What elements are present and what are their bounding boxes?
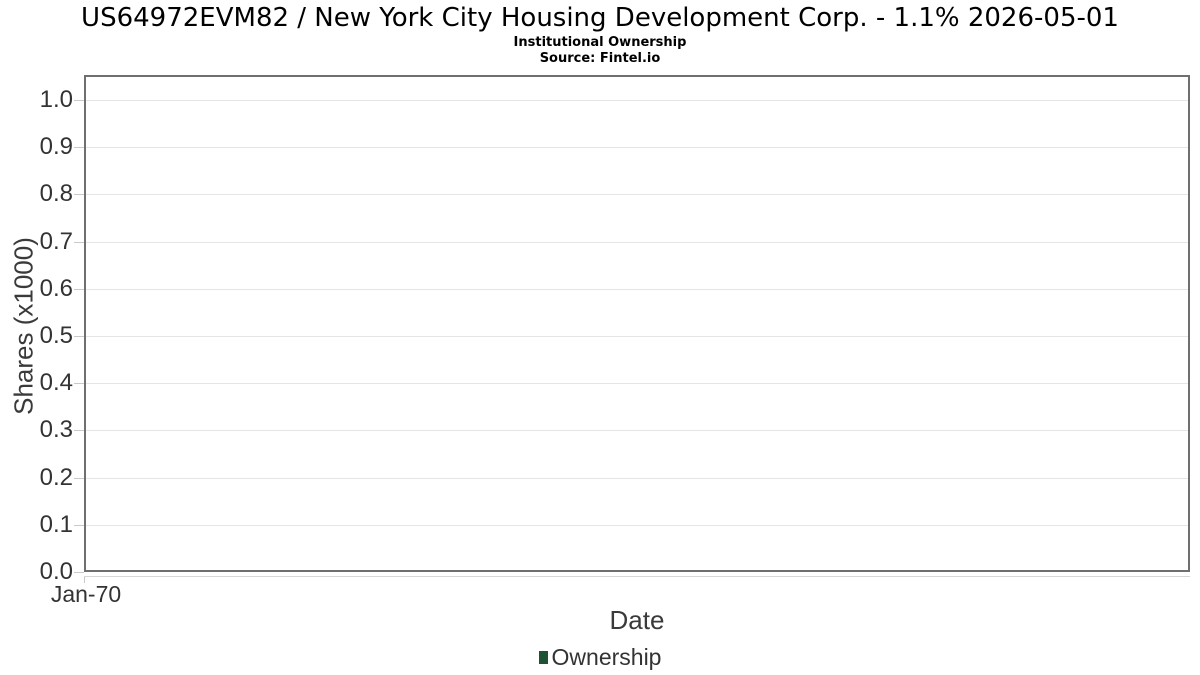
plot-area bbox=[84, 75, 1190, 572]
y-tick-label: 0.0 bbox=[39, 558, 73, 585]
x-axis-line bbox=[84, 576, 1190, 577]
y-tick-label: 0.1 bbox=[39, 511, 73, 538]
y-tick-label: 0.2 bbox=[39, 464, 73, 491]
y-tick-mark bbox=[74, 383, 84, 384]
legend-item-ownership[interactable]: Ownership bbox=[538, 644, 662, 670]
y-tick-label: 0.8 bbox=[39, 180, 73, 207]
gridline bbox=[86, 242, 1188, 243]
gridline bbox=[86, 525, 1188, 526]
gridline bbox=[86, 194, 1188, 195]
gridline bbox=[86, 100, 1188, 101]
gridline bbox=[86, 289, 1188, 290]
y-tick-label: 0.5 bbox=[39, 322, 73, 349]
gridline bbox=[86, 478, 1188, 479]
y-tick-mark bbox=[74, 100, 84, 101]
legend-marker-icon bbox=[538, 650, 548, 664]
gridline bbox=[86, 383, 1188, 384]
y-tick-mark bbox=[74, 430, 84, 431]
x-axis-tick bbox=[84, 577, 85, 583]
y-tick-label: 0.4 bbox=[39, 369, 73, 396]
x-axis-title: Date bbox=[609, 605, 665, 635]
y-tick-mark bbox=[74, 289, 84, 290]
chart-source: Source: Fintel.io bbox=[539, 51, 661, 66]
y-tick-mark bbox=[74, 194, 84, 195]
gridline bbox=[86, 430, 1188, 431]
y-tick-label: 0.9 bbox=[39, 133, 73, 160]
y-tick-label: 0.6 bbox=[39, 275, 73, 302]
y-tick-mark bbox=[74, 478, 84, 479]
y-tick-label: 0.3 bbox=[39, 416, 73, 443]
x-tick-label: Jan-70 bbox=[50, 581, 122, 607]
y-tick-mark bbox=[74, 242, 84, 243]
legend-item-label: Ownership bbox=[551, 644, 662, 670]
chart-subtitle: Institutional Ownership bbox=[513, 35, 687, 50]
legend: Ownership bbox=[0, 644, 1200, 670]
y-tick-mark bbox=[74, 336, 84, 337]
y-tick-mark bbox=[74, 147, 84, 148]
y-tick-mark bbox=[74, 572, 84, 573]
gridline bbox=[86, 336, 1188, 337]
y-tick-label: 0.7 bbox=[39, 228, 73, 255]
y-tick-label: 1.0 bbox=[39, 86, 73, 113]
gridline bbox=[86, 147, 1188, 148]
chart-title: US64972EVM82 / New York City Housing Dev… bbox=[81, 3, 1119, 33]
y-tick-mark bbox=[74, 525, 84, 526]
